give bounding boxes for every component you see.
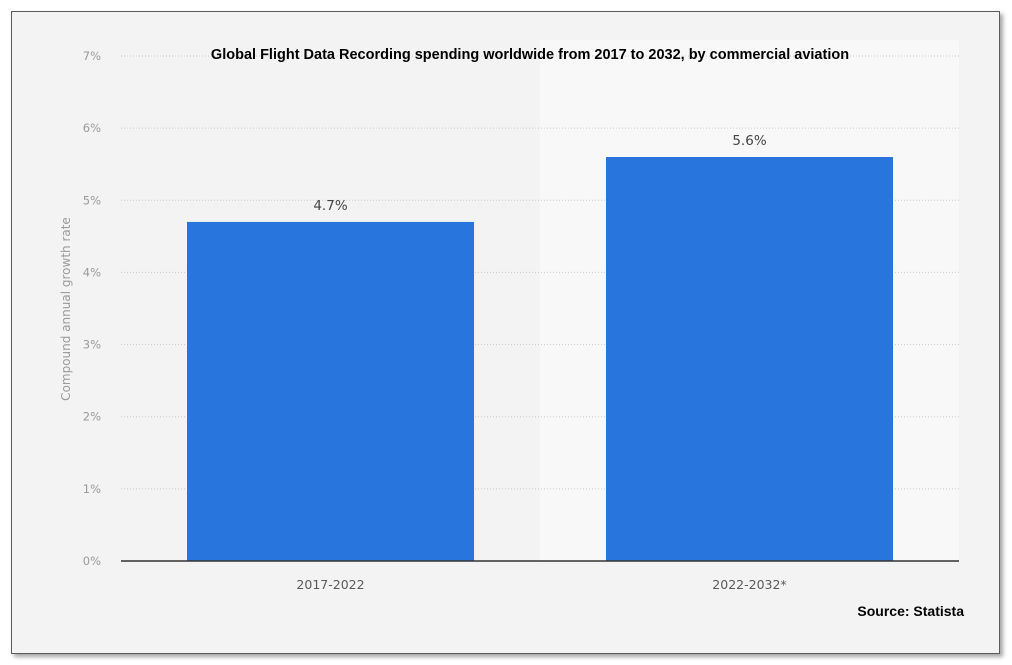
y-tick-label: 4% xyxy=(83,265,101,279)
x-axis-ticks: 2017-2022 2022-2032* xyxy=(296,577,786,592)
x-tick-label: 2017-2022 xyxy=(296,577,364,592)
bar-2022-2032 xyxy=(605,157,894,561)
y-tick-label: 0% xyxy=(83,554,101,568)
bars: 4.7% 5.6% xyxy=(186,133,894,561)
x-tick-label: 2022-2032* xyxy=(712,577,786,592)
y-tick-label: 2% xyxy=(83,410,101,424)
bar-2017-2022 xyxy=(186,221,475,561)
chart-title: Global Flight Data Recording spending wo… xyxy=(211,47,849,63)
y-tick-label: 7% xyxy=(83,49,101,63)
y-tick-label: 6% xyxy=(83,121,101,135)
bar-value-label: 5.6% xyxy=(732,133,766,149)
bar-value-label: 4.7% xyxy=(313,198,347,214)
y-axis-ticks: 0% 1% 2% 3% 4% 5% 6% 7% xyxy=(83,49,101,568)
y-tick-label: 5% xyxy=(83,193,101,207)
source-label: Source: Statista xyxy=(857,603,964,619)
y-axis-label: Compound annual growth rate xyxy=(59,217,73,401)
y-tick-label: 1% xyxy=(83,482,101,496)
y-tick-label: 3% xyxy=(83,338,101,352)
